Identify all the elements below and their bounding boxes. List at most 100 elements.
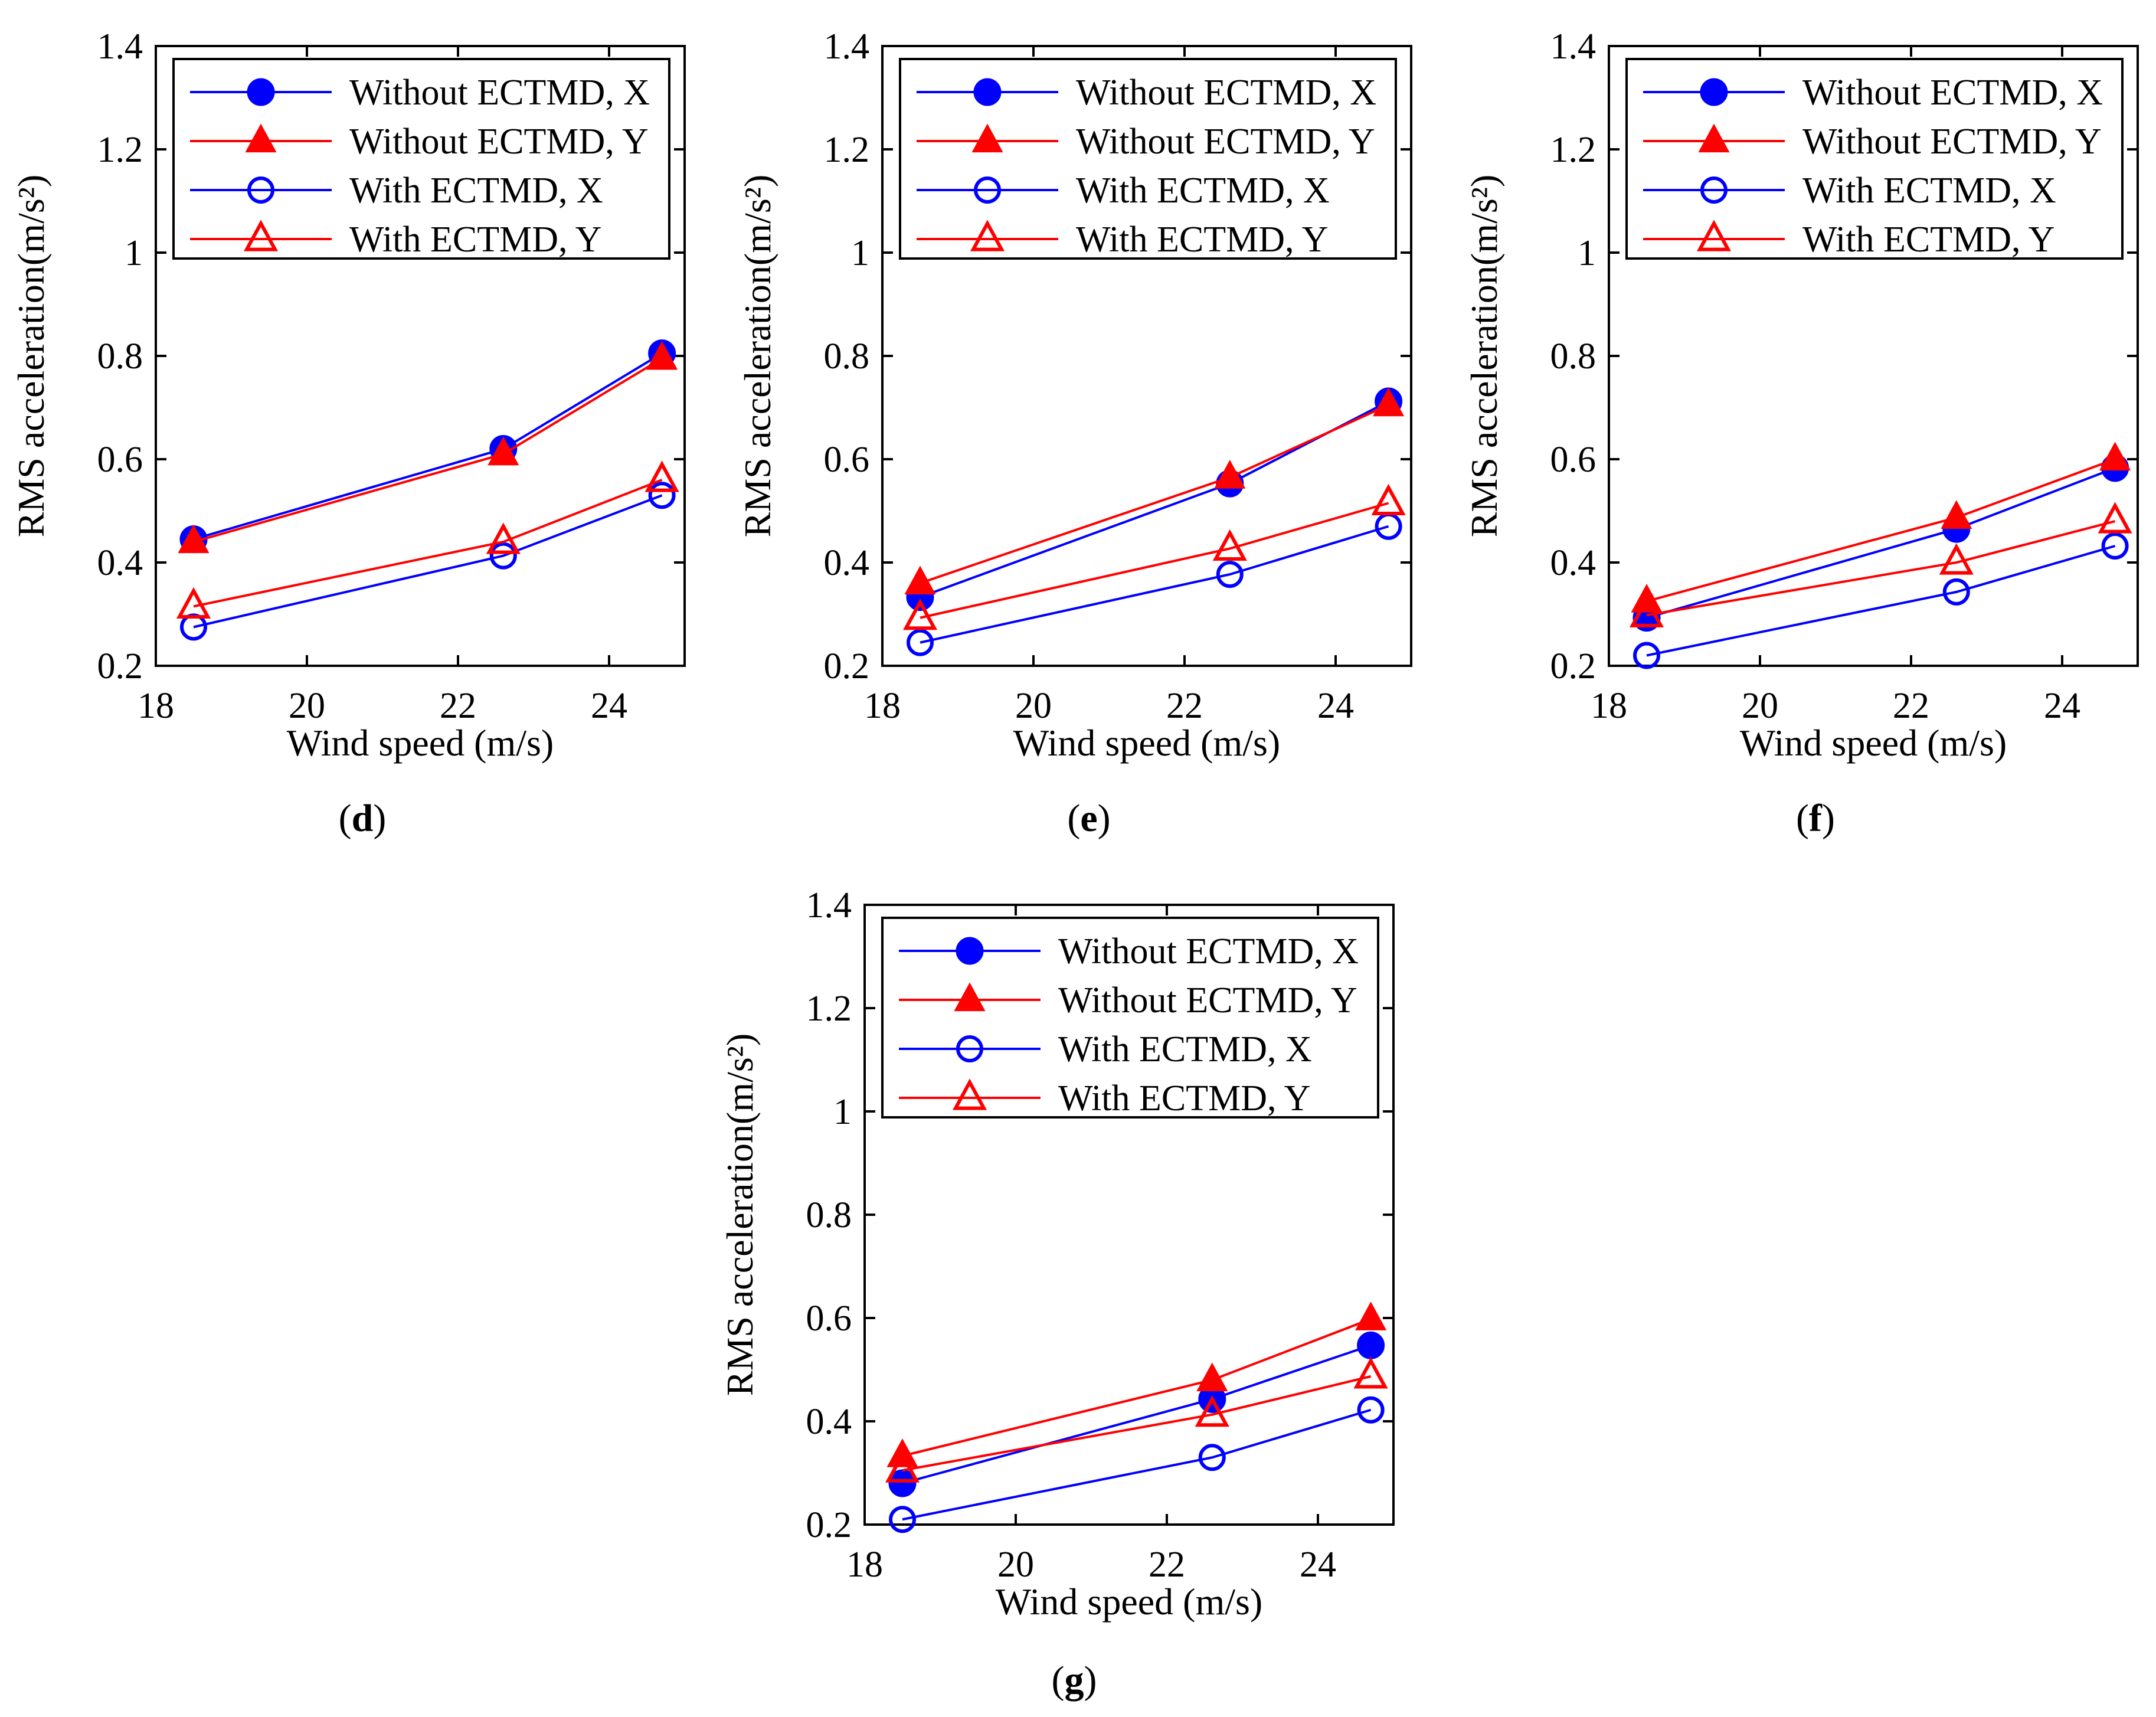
x-tick-label: 18 (138, 686, 174, 726)
legend-marker (954, 982, 986, 1012)
x-tick-label: 20 (1742, 686, 1778, 726)
x-tick-label: 22 (1166, 686, 1203, 726)
y-axis-label: RMS acceleration(m/s²) (737, 175, 778, 538)
y-tick-label: 0.4 (97, 543, 143, 583)
panel-caption-letter: e (1080, 797, 1097, 840)
panel-caption: (g) (1052, 1659, 1097, 1702)
data-point (904, 565, 936, 595)
x-axis-label: Wind speed (m/s) (1013, 722, 1280, 764)
x-tick-label: 18 (846, 1545, 883, 1585)
legend-label: With ECTMD, Y (349, 220, 601, 260)
series-line-3 (920, 525, 1389, 644)
x-tick-label: 22 (440, 686, 476, 726)
y-axis-label: RMS acceleration(m/s²) (10, 175, 52, 538)
y-tick-label: 1 (851, 233, 869, 273)
data-point (1357, 1396, 1385, 1424)
x-tick-label: 22 (1149, 1545, 1185, 1585)
legend: Without ECTMD, X Without ECTMD, Y With ECT… (1625, 58, 2124, 260)
legend-marker (973, 78, 1002, 106)
y-tick-label: 0.6 (806, 1299, 852, 1339)
legend-label: Without ECTMD, Y (1802, 122, 2102, 162)
data-point (178, 524, 210, 554)
legend-label: Without ECTMD, X (349, 73, 650, 113)
series-line-2 (902, 1317, 1372, 1457)
legend-marker (956, 1035, 983, 1062)
series-line-1 (193, 352, 663, 541)
series-line-3 (1646, 545, 2116, 657)
data-point (1355, 1301, 1387, 1330)
y-tick-label: 1.4 (824, 27, 870, 67)
legend-marker (1698, 123, 1730, 153)
data-point (1629, 596, 1664, 627)
chart-panel-d: 0.2 0.4 0.6 0.8 1 1.2 1.4 18 20 22 24 Wind speed (m… (10, 27, 686, 764)
legend-label: With ECTMD, X (1802, 171, 2056, 211)
data-point (1939, 543, 1974, 575)
data-point (902, 598, 938, 630)
y-tick-label: 0.2 (806, 1505, 852, 1545)
series-line-3 (902, 1408, 1372, 1521)
x-tick-label: 24 (591, 686, 627, 726)
series-line-4 (1646, 520, 2116, 617)
legend: Without ECTMD, X Without ECTMD, Y With ECT… (172, 58, 670, 260)
data-point (1212, 529, 1247, 561)
legend-label: With ECTMD, X (1058, 1029, 1312, 1070)
y-tick-label: 0.8 (97, 336, 143, 377)
series-line-2 (1646, 458, 2116, 603)
data-point (644, 460, 679, 492)
x-tick-label: 24 (1300, 1545, 1336, 1585)
legend-label: Without ECTMD, Y (1076, 122, 1375, 162)
panel-caption-letter: g (1065, 1659, 1084, 1702)
panel-caption: (f) (1796, 797, 1835, 840)
y-tick-label: 1.4 (97, 27, 143, 67)
x-axis-label: Wind speed (m/s) (287, 722, 554, 764)
data-point (176, 587, 211, 619)
y-tick-label: 1.4 (806, 885, 852, 925)
x-tick-label: 24 (1317, 686, 1354, 726)
data-point (1371, 483, 1406, 515)
legend-label: With ECTMD, Y (1802, 220, 2054, 260)
data-point (1633, 642, 1660, 669)
data-point (2099, 441, 2131, 471)
x-tick-label: 20 (289, 686, 325, 726)
series-line-1 (920, 400, 1389, 599)
data-point (1357, 1331, 1385, 1359)
legend-marker (952, 1078, 987, 1110)
legend-marker (247, 78, 275, 106)
legend-label: Without ECTMD, X (1802, 73, 2103, 113)
data-point (1196, 1362, 1228, 1392)
legend-label: Without ECTMD, Y (349, 122, 649, 162)
panel-caption: (e) (1067, 797, 1110, 840)
chart-panel-e: 0.2 0.4 0.6 0.8 1 1.2 1.4 18 20 22 24 Wind speed (m… (737, 27, 1412, 764)
data-point (489, 542, 517, 570)
legend-marker (243, 220, 279, 251)
data-point (1941, 500, 1972, 529)
data-point (1214, 460, 1246, 489)
y-tick-label: 0.6 (1550, 440, 1596, 480)
legend-marker (956, 937, 984, 965)
x-tick-label: 20 (997, 1545, 1034, 1585)
data-point (648, 482, 676, 509)
legend-label: With ECTMD, Y (1076, 220, 1328, 260)
x-axis-label: Wind speed (m/s) (1740, 722, 2007, 764)
x-tick-label: 20 (1015, 686, 1052, 726)
legend-label: With ECTMD, Y (1058, 1078, 1310, 1118)
data-point (907, 629, 934, 656)
y-tick-label: 0.4 (1550, 543, 1596, 583)
series-line-4 (193, 479, 663, 608)
y-tick-label: 0.4 (824, 543, 870, 583)
legend-label: Without ECTMD, Y (1058, 980, 1357, 1021)
series-line-3 (193, 494, 663, 629)
y-tick-label: 1.2 (1550, 130, 1596, 170)
y-tick-label: 0.4 (806, 1402, 852, 1442)
y-axis-label: RMS acceleration(m/s²) (719, 1034, 761, 1397)
legend-marker (971, 123, 1003, 153)
legend: Without ECTMD, X Without ECTMD, Y With ECT… (899, 58, 1397, 260)
y-tick-label: 0.2 (824, 646, 870, 686)
y-tick-label: 1.2 (806, 989, 852, 1029)
y-tick-label: 0.6 (97, 440, 143, 480)
y-tick-label: 0.6 (824, 440, 870, 480)
legend-label: With ECTMD, X (349, 171, 603, 211)
y-tick-label: 1.2 (97, 130, 143, 170)
y-tick-label: 0.8 (806, 1195, 852, 1235)
legend-marker (974, 176, 1001, 204)
